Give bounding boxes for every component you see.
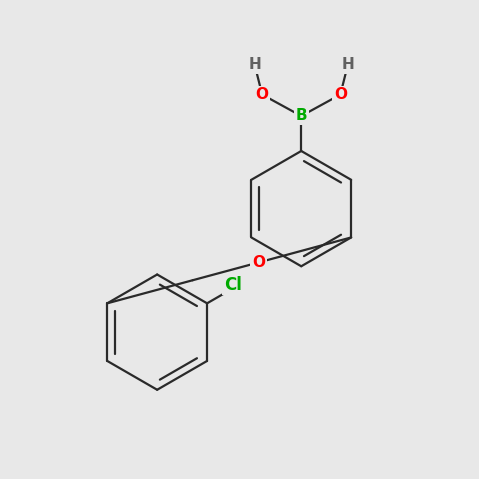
Text: B: B: [296, 108, 307, 124]
Text: O: O: [334, 87, 347, 102]
Text: H: H: [342, 57, 354, 72]
Text: H: H: [248, 57, 261, 72]
Text: Cl: Cl: [224, 276, 242, 294]
Text: O: O: [252, 255, 265, 270]
Text: O: O: [256, 87, 269, 102]
